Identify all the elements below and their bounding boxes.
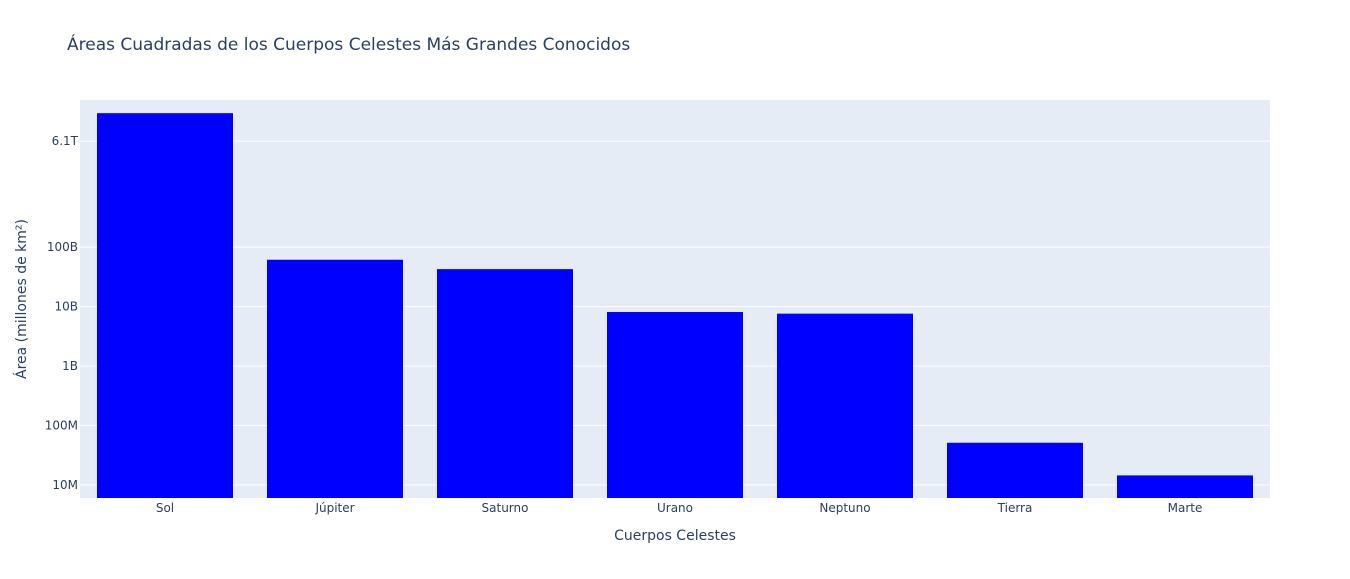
y-axis-ticks: 10M 100M 1B 10B 100B 6.1T <box>45 134 79 492</box>
x-tick-label: Sol <box>156 501 174 515</box>
chart-title: Áreas Cuadradas de los Cuerpos Celestes … <box>67 33 630 55</box>
bar-6 <box>1117 475 1253 498</box>
x-tick-label: Tierra <box>997 501 1033 515</box>
x-tick-label: Marte <box>1168 501 1203 515</box>
x-tick-label: Urano <box>657 501 693 515</box>
bar-0 <box>97 113 233 498</box>
bar-5 <box>947 442 1083 498</box>
y-tick-label: 1B <box>62 359 78 373</box>
x-tick-label: Neptuno <box>819 501 870 515</box>
bar-3 <box>607 312 743 498</box>
bar-4 <box>777 313 913 498</box>
x-axis-ticks: Sol Júpiter Saturno Urano Neptuno Tierra Marte <box>156 501 1203 515</box>
y-tick-label: 10M <box>52 478 78 492</box>
y-tick-label: 100B <box>47 240 78 254</box>
x-tick-label: Júpiter <box>314 501 354 515</box>
bar-2 <box>437 269 573 498</box>
y-axis-title: Área (millones de km²) <box>13 219 30 379</box>
y-tick-label: 10B <box>54 300 78 314</box>
x-tick-label: Saturno <box>482 501 529 515</box>
y-tick-label: 6.1T <box>52 134 79 148</box>
y-tick-label: 100M <box>45 418 78 432</box>
bars <box>97 113 1253 498</box>
x-axis-title: Cuerpos Celestes <box>614 528 736 544</box>
bar-1 <box>267 259 403 498</box>
